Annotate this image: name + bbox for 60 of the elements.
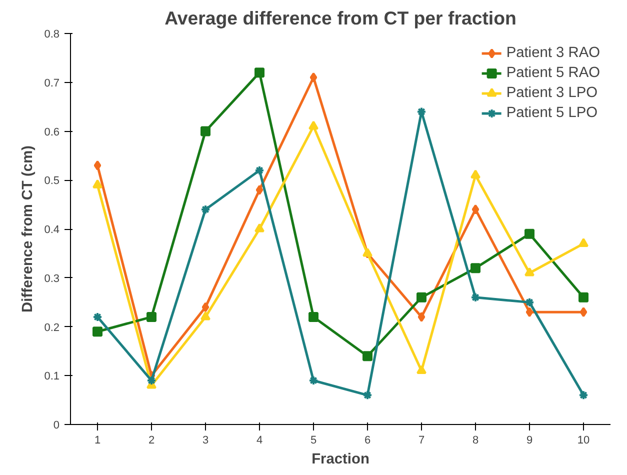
y-tick-label: 0.8 bbox=[44, 28, 60, 40]
point bbox=[200, 126, 210, 136]
legend-label: Patient 3 RAO bbox=[506, 45, 600, 61]
point bbox=[362, 390, 372, 400]
point bbox=[416, 106, 426, 117]
point bbox=[308, 312, 318, 322]
legend-label: Patient 5 RAO bbox=[506, 65, 600, 81]
chart-title: Average difference from CT per fraction bbox=[164, 8, 516, 28]
point bbox=[472, 204, 480, 214]
x-tick-label: 9 bbox=[526, 434, 533, 446]
point bbox=[200, 204, 210, 214]
y-tick-label: 0.6 bbox=[44, 126, 60, 138]
y-tick-label: 0.3 bbox=[44, 272, 60, 285]
point bbox=[418, 312, 426, 322]
y-tick-label: 0.5 bbox=[44, 175, 60, 188]
y-tick-label: 0.1 bbox=[44, 370, 60, 383]
x-tick-label: 1 bbox=[94, 434, 101, 446]
point bbox=[470, 170, 480, 179]
y-tick-label: 0 bbox=[53, 420, 60, 432]
point bbox=[362, 351, 372, 362]
legend-label: Patient 3 LPO bbox=[506, 85, 598, 101]
point bbox=[308, 376, 318, 386]
point bbox=[416, 292, 426, 302]
x-axis-title: Fraction bbox=[312, 452, 370, 468]
point bbox=[254, 165, 264, 176]
point bbox=[146, 312, 156, 322]
y-tick-label: 0.2 bbox=[44, 322, 60, 334]
point bbox=[92, 179, 102, 188]
point bbox=[92, 326, 102, 337]
point bbox=[254, 68, 264, 78]
legend-label: Patient 5 LPO bbox=[506, 105, 598, 121]
x-tick-label: 10 bbox=[577, 434, 590, 446]
point bbox=[254, 223, 264, 232]
y-tick-label: 0.7 bbox=[44, 77, 60, 90]
x-tick-label: 8 bbox=[472, 434, 479, 446]
x-tick-label: 6 bbox=[364, 434, 371, 446]
point bbox=[470, 263, 480, 274]
x-tick-label: 5 bbox=[310, 434, 317, 446]
point bbox=[416, 365, 426, 374]
x-tick-label: 7 bbox=[418, 434, 425, 446]
point bbox=[202, 302, 210, 312]
point bbox=[524, 297, 534, 308]
point bbox=[308, 120, 318, 130]
x-tick-label: 4 bbox=[256, 434, 263, 446]
point bbox=[578, 238, 588, 247]
point bbox=[146, 376, 156, 386]
point bbox=[578, 292, 588, 302]
point bbox=[94, 160, 102, 170]
point bbox=[470, 292, 480, 302]
x-tick-label: 2 bbox=[148, 434, 155, 446]
point bbox=[526, 307, 534, 318]
point bbox=[580, 307, 588, 318]
point bbox=[200, 311, 210, 320]
y-axis-title: Difference from CT (cm) bbox=[20, 145, 36, 312]
y-tick-label: 0.4 bbox=[44, 224, 60, 236]
point bbox=[524, 228, 534, 239]
point bbox=[310, 72, 318, 82]
point bbox=[524, 267, 534, 276]
x-tick-label: 3 bbox=[202, 434, 209, 446]
point bbox=[256, 184, 264, 195]
